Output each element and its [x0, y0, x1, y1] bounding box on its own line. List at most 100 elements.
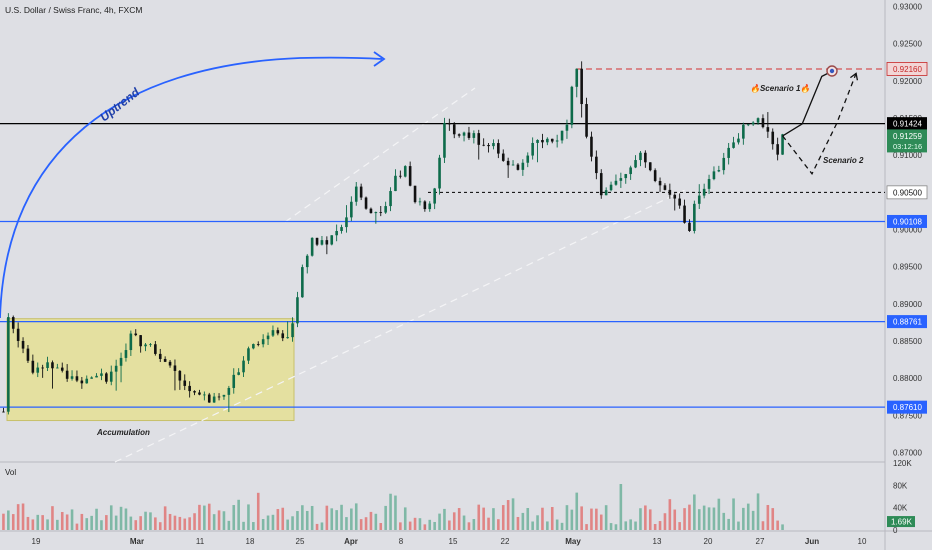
- volume-bar: [359, 519, 363, 530]
- volume-bar: [217, 510, 221, 530]
- candle-body: [198, 392, 201, 395]
- volume-bar: [183, 518, 187, 530]
- candle-body: [457, 134, 461, 136]
- candle-body: [212, 396, 216, 403]
- candle-body: [124, 350, 128, 358]
- volume-bar: [60, 511, 64, 530]
- time-tick-label: Jun: [805, 537, 819, 546]
- candle-body: [560, 130, 564, 141]
- candle-body: [751, 122, 755, 125]
- candle-body: [305, 255, 309, 268]
- candle-body: [256, 344, 260, 345]
- price-level-tag: [886, 62, 928, 76]
- volume-bar: [11, 514, 15, 530]
- price-level-tag-label: 0.90500: [893, 188, 922, 197]
- candle-body: [663, 185, 667, 190]
- candle-body: [399, 175, 402, 177]
- candle-body: [139, 335, 142, 347]
- candle-body: [65, 370, 69, 379]
- price-tick-label: 0.87000: [893, 449, 922, 458]
- volume-bar: [413, 517, 417, 530]
- candle-body: [693, 203, 696, 231]
- current-price-tag: [887, 129, 927, 153]
- volume-bar: [65, 514, 69, 530]
- candle-body: [462, 132, 466, 136]
- current-volume-tag: [887, 516, 915, 528]
- candle-body: [707, 179, 711, 189]
- candle-body: [487, 145, 490, 147]
- time-tick-label: May: [565, 537, 581, 546]
- volume-bar: [114, 515, 118, 530]
- volume-bar: [555, 519, 559, 530]
- candle-body: [541, 139, 544, 143]
- volume-bar: [350, 508, 353, 530]
- price-tick-label: 0.87500: [893, 411, 922, 420]
- volume-bar: [301, 505, 304, 530]
- candle-body: [217, 396, 221, 398]
- candle-body: [776, 144, 779, 155]
- candle-body: [408, 166, 412, 186]
- volume-bar: [482, 507, 485, 530]
- candle-body: [364, 197, 368, 209]
- volume-bar: [575, 492, 579, 530]
- volume-bar: [722, 512, 726, 530]
- candle-body: [95, 375, 98, 378]
- candle-body: [678, 198, 681, 206]
- candle-body: [286, 337, 289, 339]
- time-tick-label: 27: [756, 537, 765, 546]
- uptrend-arrow: [0, 56, 383, 319]
- candle-body: [21, 340, 25, 349]
- volume-bar: [570, 509, 574, 530]
- candle-body: [119, 357, 123, 366]
- price-level-tag: [887, 315, 927, 329]
- volume-bar: [75, 523, 79, 530]
- volume-bar: [158, 522, 162, 530]
- volume-bar: [374, 513, 378, 530]
- candle-body: [70, 376, 74, 379]
- candle-body: [575, 68, 579, 87]
- candle-body: [634, 160, 637, 168]
- volume-bar: [531, 521, 534, 530]
- volume-bar: [286, 519, 289, 530]
- candle-body: [619, 178, 623, 181]
- candle-body: [712, 171, 716, 180]
- volume-bar: [271, 514, 275, 530]
- volume-bar: [149, 512, 152, 530]
- candle-body: [501, 153, 505, 161]
- candle-body: [100, 373, 103, 376]
- time-tick-label: Apr: [344, 537, 358, 546]
- price-tick-label: 0.88000: [893, 374, 922, 383]
- volume-bar: [452, 512, 456, 530]
- time-tick-label: 13: [653, 537, 662, 546]
- time-axis[interactable]: 19 Mar 11 18 25 Apr 8 15 22 May 13 20 27 Jun 10: [32, 537, 867, 546]
- volume-bar: [80, 513, 84, 530]
- candle-body: [580, 68, 583, 105]
- volume-bar: [227, 520, 231, 530]
- price-tick-label: 0.92500: [893, 40, 922, 49]
- candle-body: [325, 240, 329, 245]
- volume-bar: [109, 505, 113, 530]
- candle-body: [653, 170, 657, 181]
- volume-bar: [384, 505, 387, 530]
- time-tick-label: 15: [449, 537, 458, 546]
- volume-bar: [732, 498, 735, 530]
- volume-bar: [678, 522, 681, 530]
- price-level-tag-label: 0.90108: [893, 217, 922, 226]
- volume-bar: [242, 521, 245, 530]
- volume-bar: [599, 514, 603, 530]
- volume-bar: [291, 516, 294, 530]
- volume-bar: [526, 508, 530, 530]
- candle-body: [105, 373, 108, 382]
- candle-body: [673, 194, 677, 199]
- volume-bar: [261, 518, 265, 530]
- time-tick-label: 8: [399, 537, 404, 546]
- volume-bar: [477, 504, 481, 530]
- candle-body: [482, 144, 485, 146]
- price-level-tag: [887, 117, 927, 131]
- candle-body: [448, 122, 451, 125]
- volume-bar: [198, 504, 201, 530]
- volume-bar: [296, 511, 299, 530]
- price-level-tag-label: 0.92160: [893, 65, 922, 74]
- volume-bar: [134, 520, 138, 530]
